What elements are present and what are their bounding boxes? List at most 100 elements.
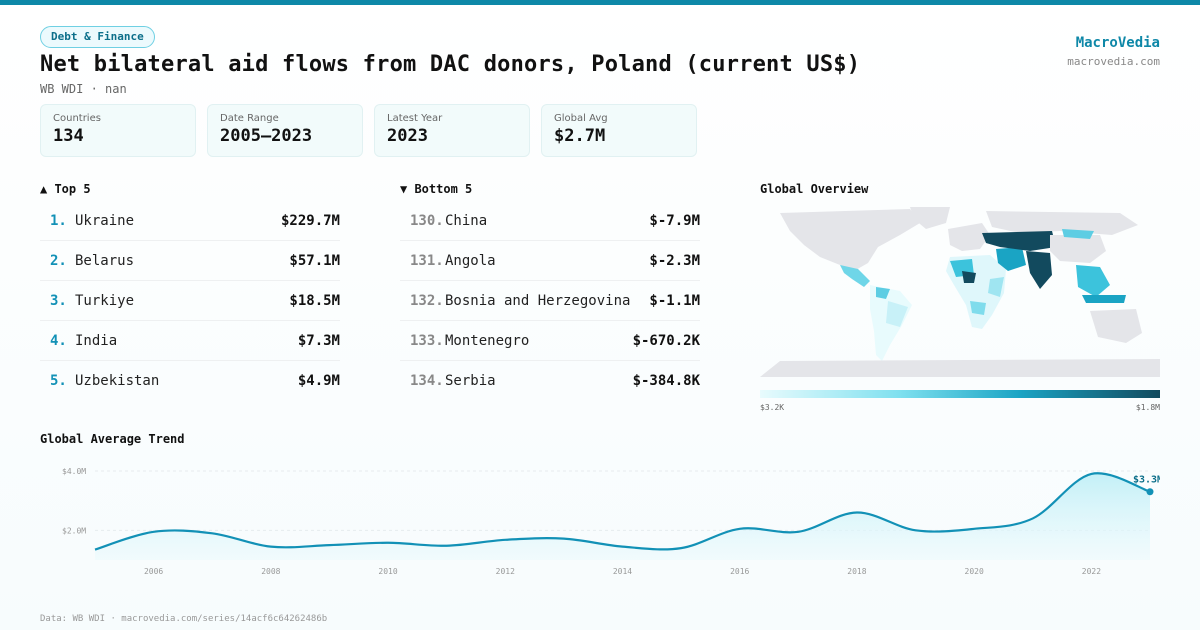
country-value: $18.5M xyxy=(289,293,340,309)
bottom5-heading: ▼ Bottom 5 xyxy=(400,182,473,196)
y-tick-label: $2.0M xyxy=(62,526,86,535)
rank: 132. xyxy=(410,293,444,309)
map-region-southeast-asia xyxy=(1076,265,1110,297)
top5-list: 1. Ukraine $229.7M 2. Belarus $57.1M 3. … xyxy=(40,201,340,401)
map-region-australia xyxy=(1090,309,1142,343)
stat-label: Global Avg xyxy=(554,113,608,124)
trend-area xyxy=(95,473,1150,560)
stat-label: Latest Year xyxy=(387,113,443,124)
map-region-colombia xyxy=(876,287,890,299)
rank: 1. xyxy=(50,213,67,229)
map-region-antarctica xyxy=(760,359,1160,377)
brand-url[interactable]: macrovedia.com xyxy=(1067,55,1160,68)
stat-label: Date Range xyxy=(220,113,279,124)
map-region-greenland xyxy=(910,207,950,229)
map-legend-max: $1.8M xyxy=(1135,403,1160,412)
country-name: Serbia xyxy=(445,373,496,389)
x-tick-label: 2010 xyxy=(378,567,397,576)
map-region-south-asia xyxy=(1026,251,1052,289)
category-tag[interactable]: Debt & Finance xyxy=(40,26,155,48)
x-tick-label: 2012 xyxy=(496,567,515,576)
rank: 134. xyxy=(410,373,444,389)
country-name: Montenegro xyxy=(445,333,530,349)
list-item[interactable]: 130. China $-7.9M xyxy=(400,201,700,241)
list-item[interactable]: 131. Angola $-2.3M xyxy=(400,241,700,281)
country-value: $7.3M xyxy=(297,333,340,349)
country-name: Bosnia and Herzegovina xyxy=(445,293,631,309)
page-subtitle: WB WDI · nan xyxy=(40,82,127,96)
map-region-china xyxy=(1050,235,1106,263)
global-average-trend-chart[interactable]: $2.0M $4.0M 2006 2008 2010 2012 2014 2016 2018 2… xyxy=(40,455,1160,585)
country-name: India xyxy=(75,333,118,349)
rank: 130. xyxy=(410,213,444,229)
map-heading: Global Overview xyxy=(760,182,869,196)
stat-value: 2023 xyxy=(387,126,428,146)
stat-card-date-range: Date Range 2005–2023 xyxy=(207,104,363,157)
map-region-indonesia xyxy=(1082,295,1126,303)
world-choropleth-map[interactable] xyxy=(760,205,1160,380)
trend-heading: Global Average Trend xyxy=(40,432,185,446)
country-name: Uzbekistan xyxy=(75,373,160,389)
x-tick-label: 2008 xyxy=(261,567,280,576)
list-item[interactable]: 5. Uzbekistan $4.9M xyxy=(40,361,340,401)
country-value: $229.7M xyxy=(280,213,340,229)
y-tick-label: $4.0M xyxy=(62,467,86,476)
map-region-brazil xyxy=(886,301,908,327)
map-region-central-america xyxy=(840,265,870,287)
country-value: $-670.2K xyxy=(632,333,700,349)
top-accent-bar xyxy=(0,0,1200,5)
country-name: Angola xyxy=(445,253,496,269)
map-region-russia xyxy=(986,211,1138,235)
list-item[interactable]: 134. Serbia $-384.8K xyxy=(400,361,700,401)
map-region-north-america xyxy=(780,209,920,271)
rank: 2. xyxy=(50,253,67,269)
stat-card-latest-year: Latest Year 2023 xyxy=(374,104,530,157)
list-item[interactable]: 133. Montenegro $-670.2K xyxy=(400,321,700,361)
page-title: Net bilateral aid flows from DAC donors,… xyxy=(40,52,861,77)
country-name: China xyxy=(445,213,488,229)
list-item[interactable]: 4. India $7.3M xyxy=(40,321,340,361)
rank: 133. xyxy=(410,333,444,349)
map-legend-min: $3.2K xyxy=(760,403,785,412)
x-tick-label: 2022 xyxy=(1082,567,1101,576)
stat-value: $2.7M xyxy=(554,126,606,146)
map-region-angola xyxy=(970,301,986,315)
country-value: $-7.9M xyxy=(649,213,700,229)
stat-value: 134 xyxy=(53,126,84,146)
map-region-middle-east xyxy=(996,247,1026,271)
trend-last-value-label: $3.3M xyxy=(1133,475,1160,486)
trend-last-point xyxy=(1146,488,1154,496)
country-value: $-384.8K xyxy=(632,373,700,389)
brand-logo[interactable]: MacroVedia xyxy=(1075,35,1160,51)
map-region-sahel xyxy=(962,271,976,283)
x-tick-label: 2006 xyxy=(144,567,163,576)
bottom5-list: 130. China $-7.9M 131. Angola $-2.3M 132… xyxy=(400,201,700,401)
country-name: Turkiye xyxy=(75,293,135,309)
stat-value: 2005–2023 xyxy=(220,126,313,146)
map-legend-bar xyxy=(760,390,1160,398)
top5-heading: ▲ Top 5 xyxy=(40,182,91,196)
country-name: Ukraine xyxy=(75,213,135,229)
map-region-east-africa xyxy=(988,277,1004,297)
rank: 3. xyxy=(50,293,67,309)
stat-card-global-avg: Global Avg $2.7M xyxy=(541,104,697,157)
country-value: $57.1M xyxy=(289,253,340,269)
x-tick-label: 2020 xyxy=(965,567,984,576)
country-value: $-2.3M xyxy=(649,253,700,269)
footer-source: Data: WB WDI · macrovedia.com/series/14a… xyxy=(40,614,328,624)
rank: 4. xyxy=(50,333,67,349)
country-name: Belarus xyxy=(75,253,135,269)
list-item[interactable]: 132. Bosnia and Herzegovina $-1.1M xyxy=(400,281,700,321)
list-item[interactable]: 2. Belarus $57.1M xyxy=(40,241,340,281)
list-item[interactable]: 1. Ukraine $229.7M xyxy=(40,201,340,241)
country-value: $-1.1M xyxy=(649,293,700,309)
map-region-mongolia xyxy=(1062,229,1094,239)
map-region-europe xyxy=(948,223,990,251)
x-tick-label: 2016 xyxy=(730,567,749,576)
stat-card-countries: Countries 134 xyxy=(40,104,196,157)
rank: 131. xyxy=(410,253,444,269)
stat-label: Countries xyxy=(53,113,101,124)
country-value: $4.9M xyxy=(297,373,340,389)
rank: 5. xyxy=(50,373,67,389)
list-item[interactable]: 3. Turkiye $18.5M xyxy=(40,281,340,321)
